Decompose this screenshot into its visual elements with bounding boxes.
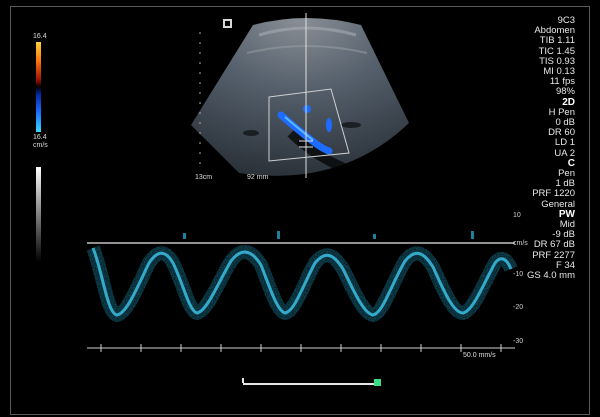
section-2d-item: 0 dB	[555, 117, 575, 129]
ultrasound-screen: 16.4 16.4 cm/s	[10, 6, 590, 415]
color-scale-bar	[36, 42, 41, 132]
image-size-label: 92 mm	[247, 174, 269, 181]
preset-label: Abdomen	[534, 25, 575, 37]
color-bar-top-value: 16.4	[33, 33, 47, 40]
section-c-item: PRF 1220	[532, 188, 575, 200]
safety-tib: TIB 1.11	[539, 35, 575, 47]
section-c-title: C	[567, 157, 575, 169]
transducer-label: 9C3	[557, 15, 575, 26]
scale-tick: 10	[513, 212, 521, 219]
section-c-item: 1 dB	[555, 178, 575, 190]
section-pw-title: PW	[558, 208, 575, 220]
parameter-panel: 9C3 Abdomen TIB 1.11 TIC 1.45 TIS 0.93 M…	[526, 15, 575, 282]
safety-tic: TIC 1.45	[538, 45, 575, 57]
power-level: 98%	[555, 86, 575, 98]
section-pw-item: -9 dB	[552, 229, 575, 241]
cine-end-handle-icon[interactable]	[374, 379, 381, 386]
color-bar-unit: cm/s	[33, 142, 48, 149]
cine-start-marker	[242, 378, 244, 383]
grayscale-bar	[36, 167, 41, 262]
scale-unit: cm/s	[513, 240, 528, 247]
cine-progress-bar[interactable]	[243, 383, 379, 385]
spectral-doppler-trace	[86, 231, 518, 352]
orientation-marker-icon	[223, 19, 232, 28]
color-bar-bottom-value: 16.4	[33, 134, 47, 141]
section-pw-item: F 34	[555, 259, 575, 271]
section-2d-title: 2D	[562, 96, 575, 108]
safety-tis: TIS 0.93	[539, 55, 575, 67]
section-2d-item: DR 60	[548, 127, 575, 139]
sweep-speed-label: 50.0 mm/s	[463, 352, 496, 359]
section-pw-item: Mid	[559, 219, 575, 231]
frame-rate: 11 fps	[549, 76, 575, 88]
section-c-item: General	[541, 198, 575, 210]
scale-tick: -10	[513, 271, 524, 278]
scale-tick: -20	[513, 304, 524, 311]
section-c-item: Pen	[558, 168, 575, 180]
section-pw-item: PRF 2277	[532, 249, 575, 261]
section-pw-item: GS 4.0 mm	[526, 270, 575, 282]
safety-mi: MI 0.13	[543, 66, 575, 78]
depth-label: 13cm	[195, 174, 213, 181]
section-2d-item: H Pen	[548, 106, 575, 118]
bmode-sector-image	[191, 13, 409, 178]
scale-tick: -30	[513, 338, 524, 345]
section-pw-item: DR 67 dB	[533, 239, 575, 251]
section-2d-item: UA 2	[554, 147, 575, 159]
section-2d-item: LD 1	[554, 137, 575, 149]
